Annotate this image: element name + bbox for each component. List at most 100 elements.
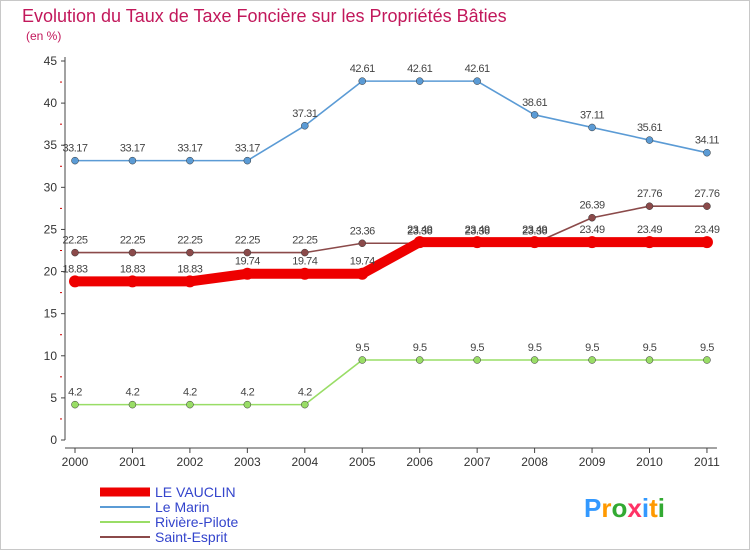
x-tick-label: 2010 <box>636 455 663 469</box>
logo-letter: i <box>658 493 665 523</box>
data-point <box>186 156 194 165</box>
data-point <box>243 156 252 165</box>
data-point <box>183 275 196 288</box>
x-tick-label: 2007 <box>464 455 491 469</box>
data-point <box>243 400 252 409</box>
data-point <box>71 248 79 257</box>
y-tick-label: 40 <box>44 96 58 110</box>
y-tick-label: 10 <box>44 349 58 363</box>
legend-label-saint-esprit: Saint-Esprit <box>155 529 227 545</box>
data-label: 37.31 <box>292 108 317 120</box>
legend-label-le-marin: Le Marin <box>155 499 209 515</box>
logo-letter: i <box>642 493 649 523</box>
data-label: 9.5 <box>528 342 542 354</box>
logo-letter: t <box>649 493 658 523</box>
y-tick-label: 25 <box>44 222 58 236</box>
data-point <box>645 356 654 364</box>
data-label: 23.49 <box>407 224 432 236</box>
data-label: 23.36 <box>522 225 547 237</box>
data-label: 9.5 <box>643 342 657 354</box>
y-tick-label: 0 <box>50 433 57 447</box>
data-point <box>358 239 366 248</box>
data-label: 23.49 <box>580 224 605 236</box>
data-point <box>241 267 254 280</box>
data-label: 18.83 <box>177 263 202 275</box>
data-point <box>643 236 656 249</box>
data-label: 23.49 <box>637 224 662 236</box>
data-point <box>588 123 596 132</box>
data-label: 18.83 <box>62 263 87 275</box>
chart-title: Evolution du Taux de Taxe Foncière sur l… <box>22 6 507 26</box>
logo-letter: r <box>601 493 611 523</box>
data-point <box>528 236 541 249</box>
x-tick-label: 2005 <box>349 455 376 469</box>
series-le-marin <box>71 77 711 165</box>
data-point <box>301 122 309 130</box>
data-label: 9.5 <box>470 342 484 354</box>
data-point <box>415 77 424 85</box>
data-point <box>128 400 137 409</box>
data-point <box>413 236 426 249</box>
data-point <box>128 156 137 165</box>
data-point <box>703 356 711 364</box>
data-label: 22.25 <box>62 235 87 247</box>
series-line-saint-esprit <box>74 205 708 254</box>
data-point <box>356 267 369 280</box>
data-point <box>415 356 424 364</box>
data-point <box>645 136 654 144</box>
data-labels: 18.83 18.83 18.83 19.74 19.74 19.74 23.49 23.49… <box>62 63 720 399</box>
x-tick-label: 2004 <box>291 455 318 469</box>
series-layer <box>69 77 713 409</box>
y-tick-label: 35 <box>44 138 58 152</box>
y-tick-label: 20 <box>44 265 58 279</box>
x-tick-label: 2006 <box>406 455 433 469</box>
data-label: 19.74 <box>235 256 260 268</box>
data-label: 33.17 <box>120 143 145 155</box>
data-point <box>530 111 539 119</box>
data-point <box>645 202 654 210</box>
logo-letter: o <box>611 493 627 523</box>
data-label: 22.25 <box>120 235 145 247</box>
data-label: 34.11 <box>695 135 720 147</box>
y-tick-label: 45 <box>44 54 58 68</box>
proxiti-logo: Proxiti <box>584 493 665 523</box>
data-point <box>128 248 137 257</box>
series-line-le-vauclin <box>70 237 712 287</box>
data-point <box>471 236 484 249</box>
series-line-rivi-re-pilote <box>74 359 708 406</box>
data-label: 9.5 <box>355 342 369 354</box>
data-label: 23.36 <box>407 225 432 237</box>
data-label: 22.25 <box>292 235 317 247</box>
data-label: 35.61 <box>637 122 662 134</box>
chart-subtitle: (en %) <box>26 29 61 43</box>
logo-letter: x <box>627 493 642 523</box>
data-label: 33.17 <box>62 143 87 155</box>
legend-label-rivi-re-pilote: Rivière-Pilote <box>155 514 238 530</box>
data-point <box>301 400 309 409</box>
data-label: 38.61 <box>522 97 547 109</box>
data-point <box>358 77 366 85</box>
data-label: 9.5 <box>700 342 714 354</box>
data-label: 19.74 <box>292 256 317 268</box>
x-tick-label: 2003 <box>234 455 261 469</box>
series-line-le-marin <box>74 80 708 162</box>
data-label: 26.39 <box>580 200 605 212</box>
y-tick-label: 5 <box>50 391 57 405</box>
data-label: 27.76 <box>637 188 662 200</box>
data-label: 42.61 <box>465 63 490 75</box>
data-label: 18.83 <box>120 263 145 275</box>
data-point <box>473 356 481 364</box>
data-point <box>301 248 309 257</box>
data-point <box>243 248 252 257</box>
data-label: 23.49 <box>522 224 547 236</box>
data-point <box>358 356 366 364</box>
data-label: 27.76 <box>694 188 719 200</box>
data-label: 23.36 <box>465 225 490 237</box>
data-point <box>703 148 711 157</box>
data-label: 4.2 <box>240 387 254 399</box>
x-tick-label: 2000 <box>62 455 89 469</box>
data-label: 23.49 <box>694 224 719 236</box>
data-label: 42.61 <box>350 63 375 75</box>
data-point <box>186 248 194 257</box>
